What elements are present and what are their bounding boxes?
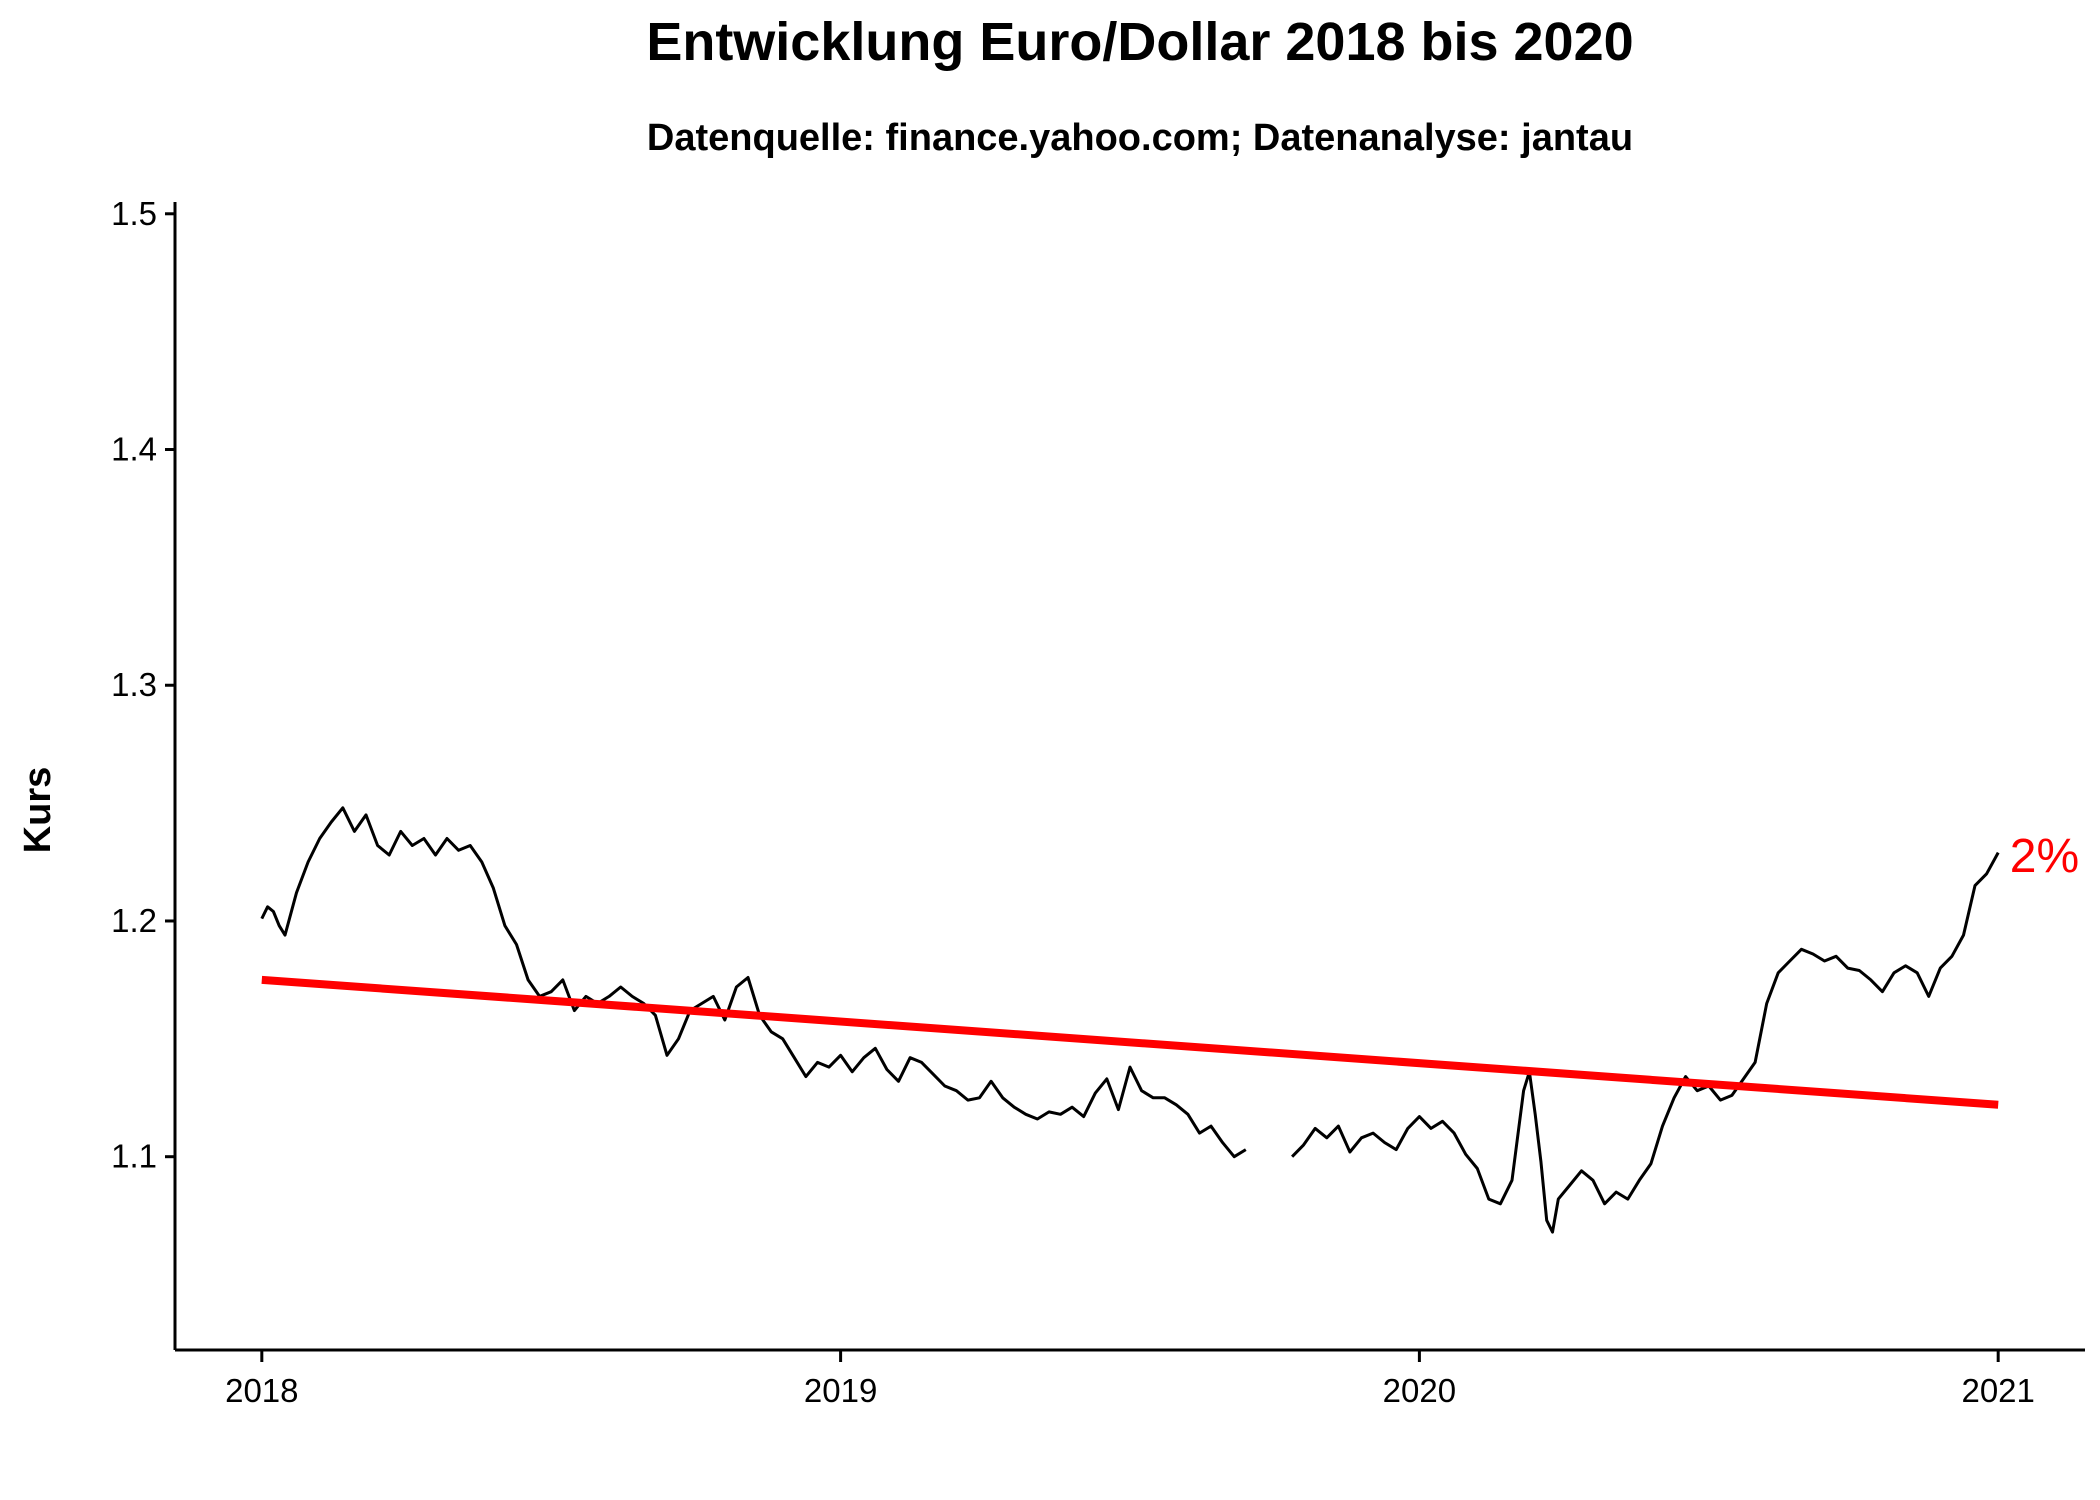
x-tick-label: 2021 bbox=[1961, 1372, 2034, 1409]
y-tick-label: 1.3 bbox=[111, 666, 157, 703]
series-layer bbox=[260, 806, 2000, 1234]
annotation-layer: 2% bbox=[2010, 830, 2079, 883]
trend-line bbox=[261, 975, 1999, 1109]
chart-title: Entwicklung Euro/Dollar 2018 bis 2020 bbox=[646, 12, 1633, 72]
price-line-segment bbox=[1291, 851, 2000, 1234]
plot-area: 1.1 1.2 1.3 1.4 1.5 2018 2019 2020 2021 2% bbox=[111, 195, 2085, 1409]
x-ticks: 2018 2019 2020 2021 bbox=[225, 1350, 2035, 1409]
y-tick-label: 1.1 bbox=[111, 1138, 157, 1175]
y-tick-label: 1.2 bbox=[111, 902, 157, 939]
chart-subtitle: Datenquelle: finance.yahoo.com; Datenana… bbox=[647, 117, 1633, 159]
y-tick-label: 1.4 bbox=[111, 431, 157, 468]
x-tick-label: 2020 bbox=[1383, 1372, 1456, 1409]
y-ticks: 1.1 1.2 1.3 1.4 1.5 bbox=[111, 195, 175, 1175]
y-tick-label: 1.5 bbox=[111, 195, 157, 232]
y-axis-label: Kurs bbox=[17, 767, 59, 854]
x-tick-label: 2018 bbox=[225, 1372, 298, 1409]
price-line-segment bbox=[260, 806, 1247, 1159]
trend-annotation: 2% bbox=[2010, 830, 2079, 883]
x-tick-label: 2019 bbox=[804, 1372, 877, 1409]
